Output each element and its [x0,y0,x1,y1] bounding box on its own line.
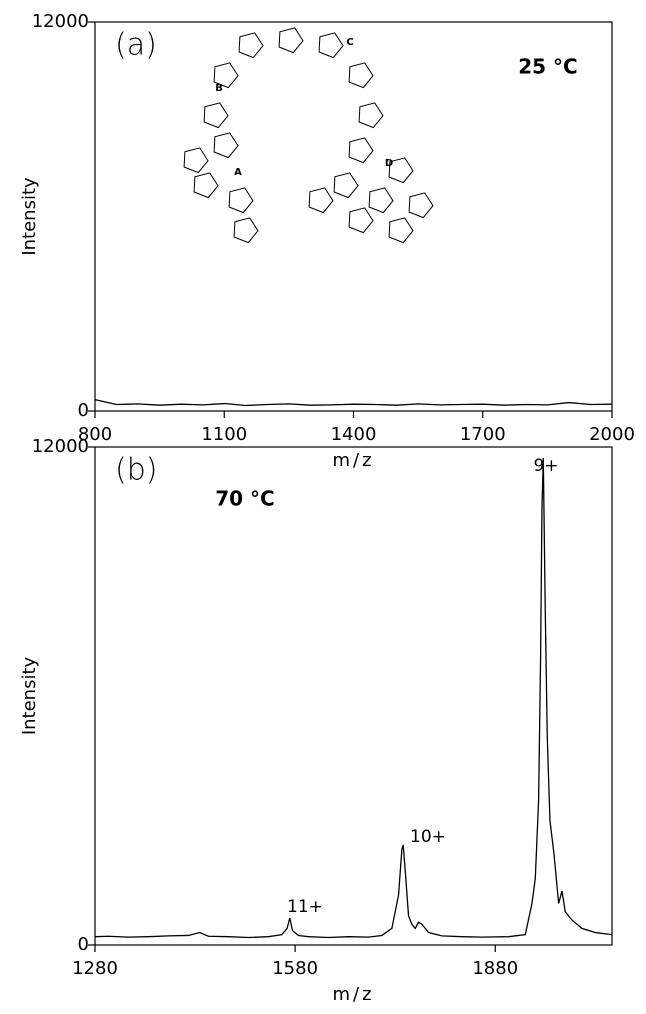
inset-label: C [346,37,353,48]
sugar-ring [203,102,229,129]
sugar-ring [213,62,239,89]
sugar-ring [193,172,219,199]
sugar-ring [308,187,334,214]
sugar-ring [213,132,239,159]
molecule-inset: A B C D [183,27,434,244]
annotation: 70 °C [215,487,274,511]
x-tick-label: 2000 [589,424,635,445]
y-tick-label: 12000 [32,11,89,32]
inset-label: D [385,158,393,169]
sugar-ring [228,187,254,214]
sugar-ring [388,217,414,244]
spectrum-line [94,399,613,407]
annotation: 10+ [410,827,446,847]
panel-label: (a) [115,28,157,63]
inset-label: B [215,83,223,94]
x-tick-label: 1400 [331,424,377,445]
sugar-ring [183,147,209,174]
sugar-ring [238,32,264,59]
sugar-ring [233,217,259,244]
y-axis-label: Intensity [19,177,40,256]
x-tick-label: 1700 [460,424,506,445]
annotation: 25 °C [518,55,577,79]
x-tick-label: 1880 [472,958,518,979]
annotation: 11+ [287,897,323,917]
annotation: 9+ [533,456,558,476]
x-axis-label: m/z [332,984,374,1005]
inset-label: A [234,167,242,178]
spectrum-line [94,457,613,939]
sugar-ring [358,102,384,129]
x-tick-label: 1580 [272,958,318,979]
x-tick-label: 1280 [72,958,118,979]
plot-frame [94,21,613,412]
y-tick-label: 0 [78,934,89,955]
plot-frame [94,446,613,946]
sugar-ring [348,62,374,89]
sugar-ring [408,192,434,219]
panel-label: (b) [115,453,157,488]
y-axis-label: Intensity [19,656,40,735]
x-axis-label: m/z [332,450,374,471]
sugar-ring [333,172,359,199]
y-tick-label: 12000 [32,436,89,457]
sugar-ring [278,27,304,54]
sugar-ring [388,157,414,184]
sugar-ring [318,32,344,59]
sugar-ring [368,187,394,214]
x-tick-label: 1100 [201,424,247,445]
x-tick-label: 800 [78,424,112,445]
sugar-ring [348,207,374,234]
sugar-ring [348,137,374,164]
y-tick-label: 0 [78,400,89,421]
